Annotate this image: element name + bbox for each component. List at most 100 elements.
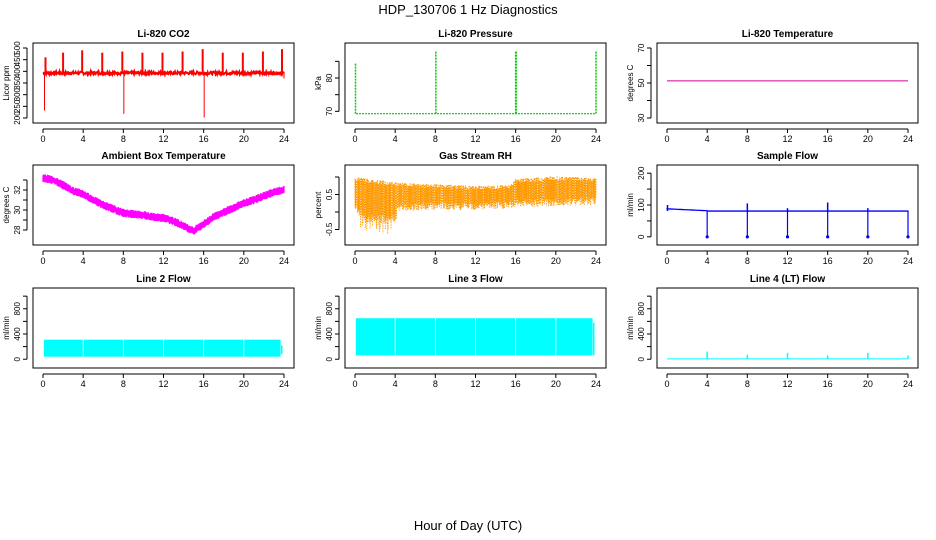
y-tick-label: 800 bbox=[637, 302, 646, 316]
series-line3 bbox=[355, 318, 595, 356]
x-tick-label: 16 bbox=[511, 134, 521, 144]
y-tick-label: 450 bbox=[13, 52, 22, 66]
x-tick-label: 0 bbox=[352, 379, 357, 389]
x-tick-label: 12 bbox=[158, 256, 168, 266]
x-tick-label: 8 bbox=[433, 134, 438, 144]
y-tick-label: -0.5 bbox=[325, 222, 334, 236]
x-tick-label: 16 bbox=[199, 256, 209, 266]
flow-band bbox=[43, 339, 83, 357]
x-tick-label: 4 bbox=[393, 256, 398, 266]
panel-title: Gas Stream RH bbox=[439, 151, 512, 162]
panel-title: Li-820 Temperature bbox=[742, 29, 834, 40]
x-tick-label: 24 bbox=[591, 134, 601, 144]
panel-title: Li-820 Pressure bbox=[438, 29, 513, 40]
x-tick-label: 16 bbox=[511, 256, 521, 266]
sample-dip-point bbox=[745, 235, 749, 239]
series-co2 bbox=[42, 49, 285, 118]
sample-dip-point bbox=[785, 235, 790, 239]
y-tick-label: 70 bbox=[637, 43, 646, 52]
flow-band bbox=[83, 339, 123, 357]
plot-frame bbox=[32, 164, 295, 246]
x-tick-label: 0 bbox=[40, 379, 45, 389]
flow-band bbox=[395, 318, 435, 356]
y-tick-label: 200 bbox=[13, 111, 22, 125]
y-tick-label: 50 bbox=[637, 78, 646, 87]
x-tick-label: 4 bbox=[705, 134, 710, 144]
panel-title: Sample Flow bbox=[757, 151, 818, 162]
y-axis-label: Licor ppm bbox=[2, 65, 11, 100]
y-axis-label: degrees C bbox=[2, 186, 11, 223]
flow-band bbox=[123, 339, 164, 357]
x-axis-label: Hour of Day (UTC) bbox=[413, 518, 523, 533]
panel-title: Line 2 Flow bbox=[136, 274, 191, 285]
flow-band bbox=[244, 339, 281, 357]
x-tick-label: 4 bbox=[81, 256, 86, 266]
series-pressure bbox=[354, 51, 597, 115]
flow-band bbox=[204, 339, 244, 357]
plot-frame bbox=[656, 42, 919, 124]
flow-band bbox=[435, 318, 476, 356]
y-axis-label: ml/min bbox=[2, 316, 11, 340]
plot-frame bbox=[656, 287, 919, 369]
flow-band bbox=[556, 318, 593, 356]
x-tick-label: 24 bbox=[591, 256, 601, 266]
panel-title: Ambient Box Temperature bbox=[101, 151, 226, 162]
y-tick-label: 400 bbox=[637, 327, 646, 341]
x-tick-label: 12 bbox=[158, 134, 168, 144]
y-tick-label: 400 bbox=[13, 327, 22, 341]
y-tick-label: 70 bbox=[325, 106, 334, 115]
figure-title: HDP_130706 1 Hz Diagnostics bbox=[378, 2, 558, 17]
flow-band-tail bbox=[592, 322, 595, 356]
sample-dip-point bbox=[866, 235, 870, 239]
panel-temp: Li-820 Temperature 0 4 8 12 16 20 24 30 50 70 degre… bbox=[626, 29, 919, 144]
x-tick-label: 0 bbox=[352, 256, 357, 266]
series-line2 bbox=[43, 339, 283, 357]
x-tick-label: 8 bbox=[433, 256, 438, 266]
panel-sample: Sample Flow 0 4 8 12 16 20 24 0 100 200 ml/min bbox=[626, 151, 919, 266]
flow-band bbox=[163, 339, 204, 357]
x-tick-label: 16 bbox=[823, 379, 833, 389]
x-tick-label: 4 bbox=[81, 134, 86, 144]
y-tick-label: 400 bbox=[13, 64, 22, 78]
y-tick-label: 30 bbox=[637, 113, 646, 122]
x-tick-label: 12 bbox=[782, 379, 792, 389]
x-tick-label: 4 bbox=[705, 379, 710, 389]
plot-frame bbox=[344, 42, 607, 124]
y-axis-label: ml/min bbox=[626, 193, 635, 217]
x-tick-label: 16 bbox=[823, 134, 833, 144]
x-tick-label: 24 bbox=[279, 134, 289, 144]
y-tick-label: 28 bbox=[13, 225, 22, 234]
x-tick-label: 12 bbox=[158, 379, 168, 389]
x-tick-label: 12 bbox=[470, 256, 480, 266]
x-tick-label: 8 bbox=[745, 134, 750, 144]
y-tick-label: 0.5 bbox=[325, 188, 334, 200]
x-tick-label: 8 bbox=[121, 134, 126, 144]
x-tick-label: 12 bbox=[470, 134, 480, 144]
x-tick-label: 16 bbox=[511, 379, 521, 389]
x-tick-label: 16 bbox=[199, 134, 209, 144]
x-tick-label: 20 bbox=[551, 379, 561, 389]
flow-band bbox=[516, 318, 556, 356]
x-tick-label: 8 bbox=[745, 256, 750, 266]
sample-dip-point bbox=[705, 235, 709, 239]
x-tick-label: 8 bbox=[121, 379, 126, 389]
y-tick-label: 800 bbox=[325, 302, 334, 316]
y-axis-label: ml/min bbox=[626, 316, 635, 340]
series-line4 bbox=[667, 351, 909, 360]
sample-dip-point bbox=[826, 235, 830, 239]
y-tick-label: 300 bbox=[13, 87, 22, 101]
panel-title: Li-820 CO2 bbox=[137, 29, 190, 40]
x-tick-label: 20 bbox=[863, 134, 873, 144]
plot-frame bbox=[656, 164, 919, 246]
co2-trace bbox=[42, 67, 285, 78]
y-tick-label: 0 bbox=[325, 356, 334, 361]
x-tick-label: 20 bbox=[551, 134, 561, 144]
y-tick-label: 32 bbox=[13, 185, 22, 194]
y-axis-label: ml/min bbox=[314, 316, 323, 340]
x-tick-label: 4 bbox=[393, 134, 398, 144]
x-tick-label: 24 bbox=[279, 256, 289, 266]
